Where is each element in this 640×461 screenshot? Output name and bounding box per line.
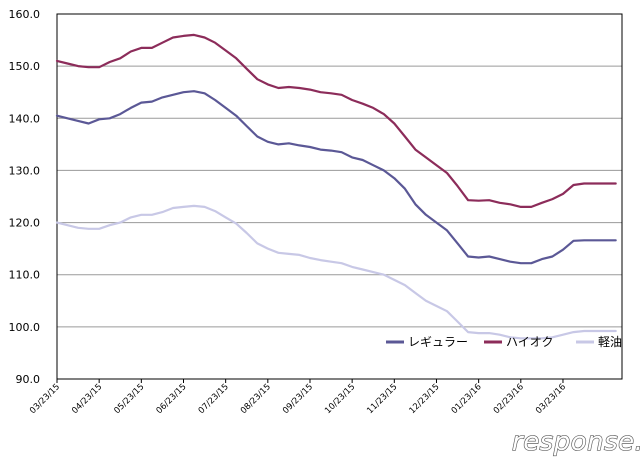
legend-label-high-octane: ハイオク <box>506 335 554 349</box>
x-tick-label: 04/23/15 <box>70 382 104 416</box>
series-line-high-octane <box>55 33 617 208</box>
x-tick-label: 03/23/15 <box>28 382 62 416</box>
y-axis: 90.0 100.0 110.0 120.0 130.0 140.0 150.0 160.0 <box>9 8 41 386</box>
gridlines <box>57 13 622 380</box>
x-tick-label: 03/23/16 <box>534 382 568 416</box>
x-tick-label: 12/23/15 <box>408 382 442 416</box>
y-tick-label: 110.0 <box>9 269 41 282</box>
y-tick-label: 140.0 <box>9 112 41 125</box>
x-tick-label: 01/23/16 <box>450 382 484 416</box>
x-tick-label: 08/23/15 <box>239 382 273 416</box>
x-tick-label: 10/23/15 <box>323 382 357 416</box>
x-tick-label: 05/23/15 <box>112 382 146 416</box>
legend-label-diesel: 軽油 <box>598 335 622 349</box>
series-line-diesel <box>55 204 617 340</box>
series-line-regular <box>55 90 617 265</box>
plot-area <box>56 13 623 380</box>
y-tick-label: 100.0 <box>9 321 41 334</box>
plot-border <box>56 13 623 380</box>
legend-label-regular: レギュラー <box>408 335 468 349</box>
y-tick-label: 120.0 <box>9 217 41 230</box>
x-tick-label: 09/23/15 <box>281 382 315 416</box>
y-tick-label: 160.0 <box>9 8 41 21</box>
legend: レギュラー ハイオク 軽油 <box>386 335 622 349</box>
series-lines <box>55 33 617 340</box>
y-tick-label: 90.0 <box>16 373 41 386</box>
y-tick-label: 130.0 <box>9 164 41 177</box>
x-axis: 03/23/15 04/23/15 05/23/15 06/23/15 07/23/15… <box>28 379 568 416</box>
x-tick-label: 06/23/15 <box>155 382 189 416</box>
x-tick-label: 02/23/16 <box>492 382 526 416</box>
x-tick-label: 11/23/15 <box>365 382 399 416</box>
watermark-logo: response. <box>511 426 640 457</box>
watermark-text: response. <box>512 427 640 457</box>
y-tick-label: 150.0 <box>9 60 41 73</box>
x-tick-label: 07/23/15 <box>197 382 231 416</box>
